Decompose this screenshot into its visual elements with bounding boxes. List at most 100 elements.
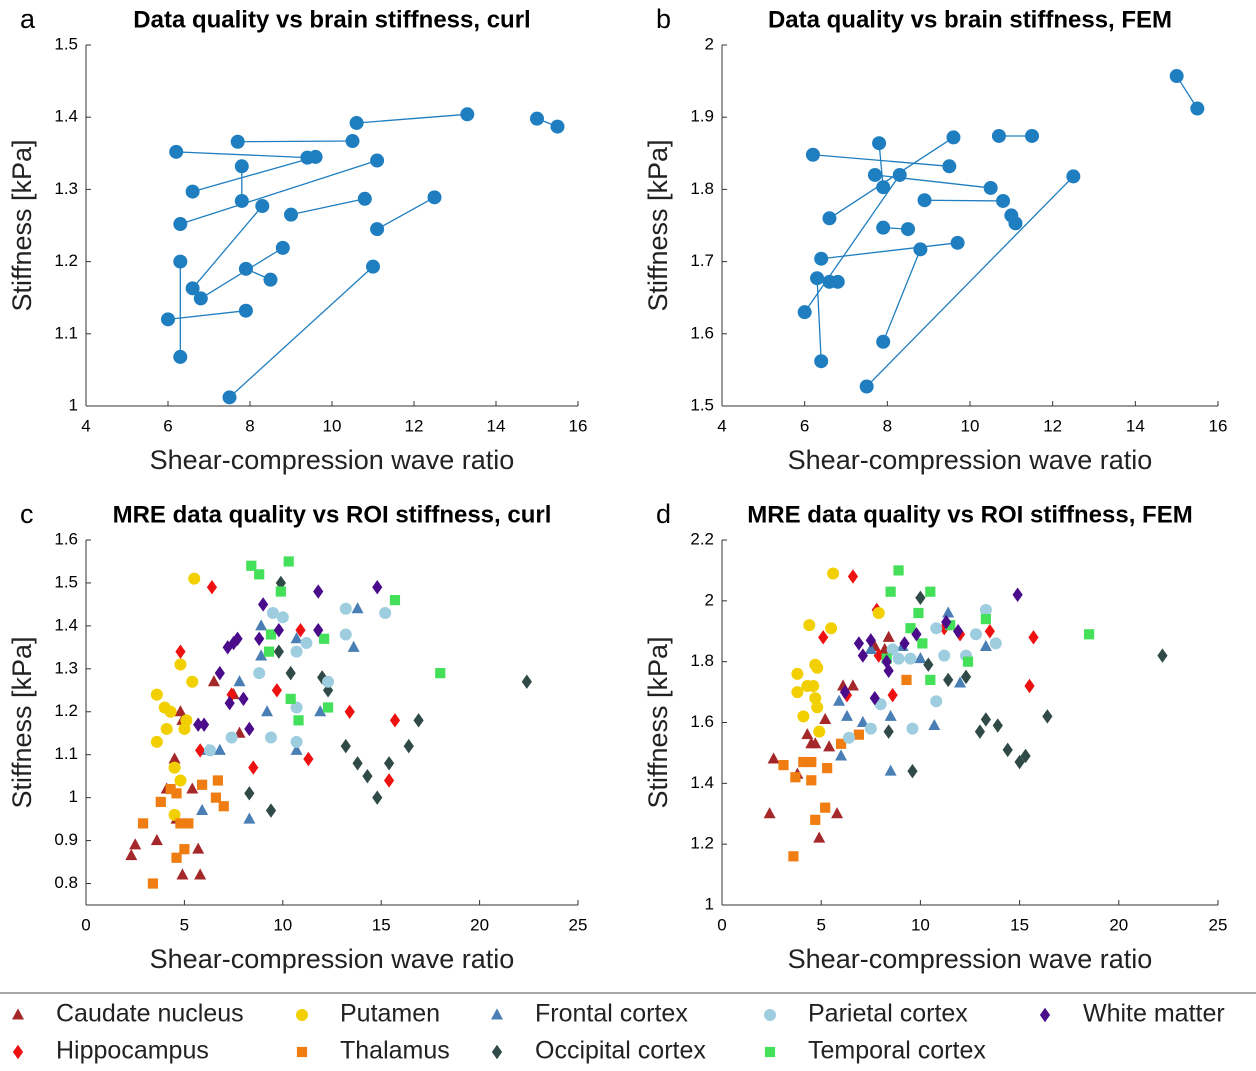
marker: [180, 714, 193, 727]
x-axis-label: Shear-compression wave ratio: [150, 944, 515, 974]
marker: [125, 849, 138, 861]
marker: [214, 665, 225, 681]
x-tick-label: 15: [1010, 915, 1029, 934]
marker: [171, 788, 182, 799]
marker: [389, 713, 401, 728]
x-tick-label: 25: [1209, 915, 1228, 934]
marker: [290, 645, 303, 658]
marker: [991, 128, 1006, 143]
marker: [823, 740, 836, 752]
marker: [809, 692, 822, 705]
marker: [150, 735, 163, 748]
marker: [876, 220, 891, 235]
marker: [822, 763, 833, 774]
marker: [1190, 101, 1205, 116]
marker: [244, 721, 255, 737]
marker: [293, 715, 304, 726]
y-tick-label: 1.3: [54, 179, 78, 198]
x-tick-label: 6: [800, 416, 809, 435]
marker: [827, 567, 840, 580]
chart-title: Data quality vs brain stiffness, curl: [133, 6, 530, 33]
marker: [856, 715, 869, 727]
y-tick-label: 1.3: [54, 658, 78, 677]
marker: [872, 136, 887, 151]
marker: [303, 751, 314, 767]
marker: [174, 774, 187, 787]
marker: [853, 729, 864, 740]
marker: [169, 144, 184, 159]
marker: [160, 722, 173, 735]
marker: [194, 868, 207, 880]
marker: [186, 675, 199, 688]
marker: [234, 159, 249, 174]
marker: [807, 680, 820, 692]
legend-label: Temporal cortex: [808, 1037, 986, 1065]
marker: [339, 602, 352, 615]
legend-label: Hippocampus: [56, 1037, 209, 1065]
legend-label: Frontal cortex: [535, 1000, 688, 1028]
marker: [846, 679, 859, 691]
marker: [899, 636, 910, 651]
marker: [943, 672, 954, 688]
marker: [150, 833, 163, 846]
legend-marker: [764, 1009, 776, 1021]
marker: [319, 633, 330, 644]
marker: [907, 763, 918, 779]
marker: [979, 639, 992, 651]
chart-title: MRE data quality vs ROI stiffness, curl: [113, 501, 552, 528]
marker: [322, 683, 334, 698]
marker: [174, 705, 187, 717]
y-tick-label: 1.2: [54, 701, 78, 720]
x-tick-label: 5: [180, 915, 189, 934]
marker: [810, 814, 821, 825]
marker: [950, 235, 965, 250]
marker: [839, 684, 851, 700]
y-tick-label: 2: [705, 34, 714, 53]
marker: [230, 134, 245, 149]
marker: [183, 818, 194, 829]
marker: [322, 702, 334, 713]
y-tick-label: 0.9: [54, 830, 78, 849]
legend-label: Thalamus: [340, 1037, 450, 1065]
marker: [155, 796, 166, 808]
marker: [263, 272, 278, 287]
marker: [801, 728, 814, 740]
marker: [1008, 216, 1023, 231]
marker: [389, 595, 401, 606]
marker: [290, 743, 303, 755]
legend-marker: [764, 1046, 776, 1058]
marker: [882, 630, 895, 642]
x-tick-label: 5: [816, 915, 825, 934]
x-tick-label: 10: [273, 915, 292, 934]
marker: [840, 709, 853, 721]
marker: [806, 775, 817, 786]
marker: [129, 838, 142, 850]
marker: [206, 580, 218, 595]
marker: [173, 217, 188, 232]
marker: [403, 738, 414, 754]
marker: [161, 312, 175, 327]
marker: [952, 624, 964, 639]
marker: [137, 818, 149, 829]
y-tick-label: 1.6: [690, 323, 714, 342]
marker: [150, 688, 163, 701]
marker: [173, 254, 188, 269]
marker: [185, 281, 200, 296]
x-tick-label: 16: [1209, 416, 1228, 435]
marker: [261, 705, 274, 717]
marker: [892, 652, 905, 665]
marker: [791, 667, 804, 680]
marker: [892, 167, 907, 182]
y-tick-label: 1: [69, 787, 78, 806]
marker: [790, 772, 801, 783]
marker: [275, 586, 286, 597]
marker: [246, 560, 257, 571]
marker: [313, 622, 324, 638]
marker: [980, 712, 991, 727]
legend-marker: [296, 1046, 308, 1058]
legend-label: White matter: [1083, 1000, 1225, 1028]
x-axis-label: Shear-compression wave ratio: [150, 445, 515, 475]
marker: [1169, 69, 1184, 84]
marker: [867, 167, 882, 182]
